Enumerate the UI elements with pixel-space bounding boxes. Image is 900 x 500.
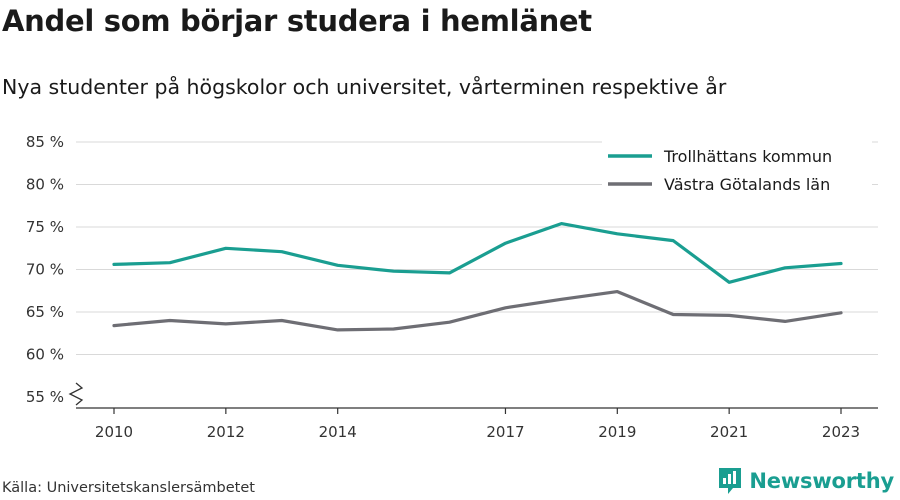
series-line-trollhattan bbox=[112, 222, 843, 284]
x-tick-label: 2019 bbox=[598, 423, 636, 441]
newsworthy-logo-icon bbox=[719, 468, 742, 494]
series-line-vastra-gotaland bbox=[112, 290, 843, 332]
y-tick-label: 85 % bbox=[26, 133, 64, 151]
axis-break-icon bbox=[68, 382, 84, 406]
legend-label: Trollhättans kommun bbox=[663, 147, 832, 166]
line-chart: 55 %60 %65 %70 %75 %80 %85 % 2010 2012 201… bbox=[26, 133, 878, 441]
x-tick-label: 2017 bbox=[486, 423, 524, 441]
y-axis-ticks: 55 % 60 % 65 % 70 % 75 % 80 % 85 % bbox=[26, 133, 84, 406]
legend-background bbox=[602, 138, 872, 204]
brand-logo: Newsworthy bbox=[717, 466, 894, 496]
chart-subtitle: Nya studenter på högskolor och universit… bbox=[2, 75, 727, 99]
x-tick-label: 2014 bbox=[319, 423, 357, 441]
brand-name: Newsworthy bbox=[749, 469, 894, 493]
y-tick-label: 65 % bbox=[26, 303, 64, 321]
y-tick-label: 55 % bbox=[26, 388, 64, 406]
x-tick-label: 2010 bbox=[95, 423, 133, 441]
y-tick-label: 80 % bbox=[26, 176, 64, 194]
x-tick-label: 2012 bbox=[207, 423, 245, 441]
series-lines bbox=[112, 222, 843, 332]
x-tick-label: 2021 bbox=[710, 423, 748, 441]
legend: Trollhättans kommun Västra Götalands län bbox=[602, 138, 872, 204]
source-note: Källa: Universitetskanslersämbetet bbox=[2, 480, 255, 496]
y-tick-label: 75 % bbox=[26, 218, 64, 236]
legend-label: Västra Götalands län bbox=[664, 175, 830, 194]
y-tick-label: 60 % bbox=[26, 346, 64, 364]
y-tick-label: 70 % bbox=[26, 261, 64, 279]
x-tick-label: 2023 bbox=[822, 423, 860, 441]
x-axis: 2010 2012 2014 2017 2019 2021 2023 bbox=[76, 407, 878, 441]
chart-title: Andel som börjar studera i hemlänet bbox=[2, 4, 592, 38]
